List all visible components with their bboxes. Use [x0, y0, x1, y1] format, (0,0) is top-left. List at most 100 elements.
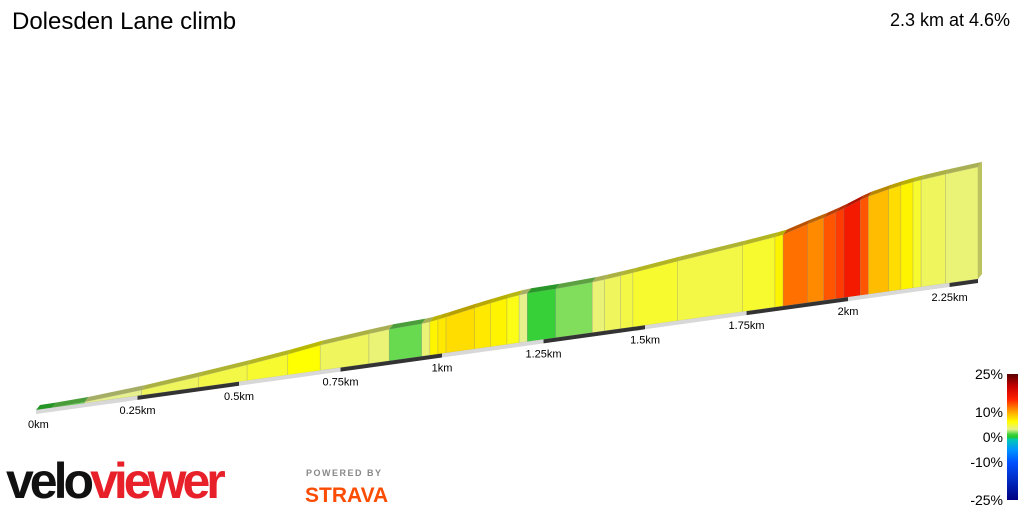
profile-segment-top — [52, 396, 89, 408]
x-tick-label: 0km — [28, 419, 49, 431]
x-tick-label: 2km — [838, 306, 859, 318]
logo-velo: veloviewer — [6, 453, 225, 508]
profile-segment-top — [913, 174, 926, 182]
ruler-band — [949, 279, 978, 287]
profile-segment-top — [677, 240, 747, 262]
profile-segment-top — [247, 349, 292, 365]
profile-segment — [518, 292, 528, 344]
profile-segment-top — [474, 297, 495, 308]
profile-segment — [859, 195, 869, 296]
legend-tick-label: 25% — [975, 366, 1003, 382]
legend-tick-label: -25% — [970, 492, 1003, 508]
ruler-band — [543, 325, 646, 344]
profile-segment-top — [141, 371, 203, 390]
profile-segment-top — [835, 203, 849, 213]
x-tick-label: 2.25km — [932, 292, 968, 304]
profile-segment — [506, 294, 520, 345]
x-tick-label: 0.25km — [119, 405, 155, 417]
profile-segment — [591, 279, 605, 333]
x-tick-label: 1.25km — [526, 348, 562, 360]
profile-segment-top — [888, 180, 905, 190]
profile-segment — [843, 199, 861, 298]
ruler-band — [239, 367, 341, 386]
profile-segment — [421, 321, 431, 357]
profile-segment — [490, 297, 508, 348]
profile-top-edge — [36, 161, 982, 410]
profile-segment — [900, 181, 914, 291]
profile-segments — [35, 166, 979, 411]
profile-segment-top — [921, 169, 950, 180]
profile-segment-top — [437, 311, 451, 320]
profile-segment-top — [774, 229, 788, 237]
logo-velo-text: velo — [6, 453, 93, 508]
x-tick-label: 0.5km — [224, 391, 254, 403]
gradient-colorbar — [1007, 374, 1018, 500]
profile-segment — [368, 328, 390, 365]
profile-segment-top — [620, 267, 637, 276]
profile-segment-top — [519, 288, 532, 295]
profile-segment-top — [632, 256, 682, 273]
ruler-band — [340, 353, 443, 372]
x-tick-label: 1.75km — [729, 320, 765, 332]
profile-segment-top — [555, 277, 597, 289]
profile-segment — [742, 236, 776, 313]
profile-segment — [429, 318, 439, 356]
profile-segment — [807, 217, 825, 304]
profile-segment — [888, 184, 902, 292]
profile-segment — [604, 275, 621, 332]
profile-segment — [474, 302, 492, 350]
x-tick-label: 1km — [432, 363, 453, 375]
logo-viewer-text: viewer — [90, 453, 225, 508]
profile-segment-top — [604, 270, 625, 280]
ruler-band — [746, 297, 849, 316]
x-tick-labels: 0km 0.25km 0.5km 0.75km 1km 1.25km 1.5km 1.75km… — [28, 292, 968, 431]
ruler-band — [848, 282, 950, 302]
profile-segment — [782, 223, 808, 307]
profile-segment-top — [368, 324, 394, 334]
profile-segment — [920, 173, 946, 288]
profile-segment-top — [507, 289, 524, 299]
ruler-band — [36, 395, 138, 414]
powered-by-strava: POWERED BY STRAVA — [305, 468, 388, 507]
profile-segment — [632, 260, 678, 328]
profile-segment — [437, 316, 447, 355]
profile-segment-top — [527, 283, 560, 294]
profile-segment-top — [389, 318, 426, 330]
ruler-band — [442, 339, 544, 358]
profile-segment-top — [429, 314, 442, 322]
profile-segment-top — [490, 293, 511, 303]
ruler-band — [645, 311, 747, 330]
profile-segment-top — [900, 176, 918, 186]
legend-tick-label: 0% — [983, 429, 1003, 445]
profile-segment-top — [592, 274, 609, 283]
legend-tick-label: -10% — [970, 454, 1003, 470]
profile-segment-top — [198, 359, 252, 377]
x-tick-label: 1.5km — [630, 334, 660, 346]
ruler-band — [137, 381, 240, 400]
profile-segment-top — [36, 402, 57, 410]
profile-segment — [555, 281, 593, 339]
profile-segment — [527, 288, 557, 343]
profile-segment — [823, 211, 837, 301]
profile-segment-top — [868, 184, 893, 197]
profile-segment-top — [783, 219, 812, 235]
profile-segment — [835, 207, 845, 300]
profile-segment — [388, 323, 423, 362]
strava-wordmark: STRAVA — [305, 484, 388, 507]
x-tick-label: 0.75km — [322, 377, 358, 389]
profile-segment-top — [860, 191, 873, 201]
profile-segment-top — [807, 212, 828, 225]
profile-segment — [945, 166, 979, 284]
profile-end-face — [978, 161, 982, 279]
distance-ruler — [36, 279, 978, 414]
profile-segment-top — [823, 207, 840, 218]
chart-title: Dolesden Lane climb — [12, 8, 237, 35]
profile-segment-top — [446, 302, 479, 317]
powered-by-label: POWERED BY — [306, 468, 383, 478]
gradient-legend: 25% 10% 0% -10% -25% — [970, 366, 1018, 508]
profile-segment-top — [84, 384, 146, 402]
legend-tick-label: 10% — [975, 404, 1003, 420]
climb-summary: 2.3 km at 4.6% — [889, 10, 1010, 30]
veloviewer-logo: veloviewer — [6, 453, 229, 508]
